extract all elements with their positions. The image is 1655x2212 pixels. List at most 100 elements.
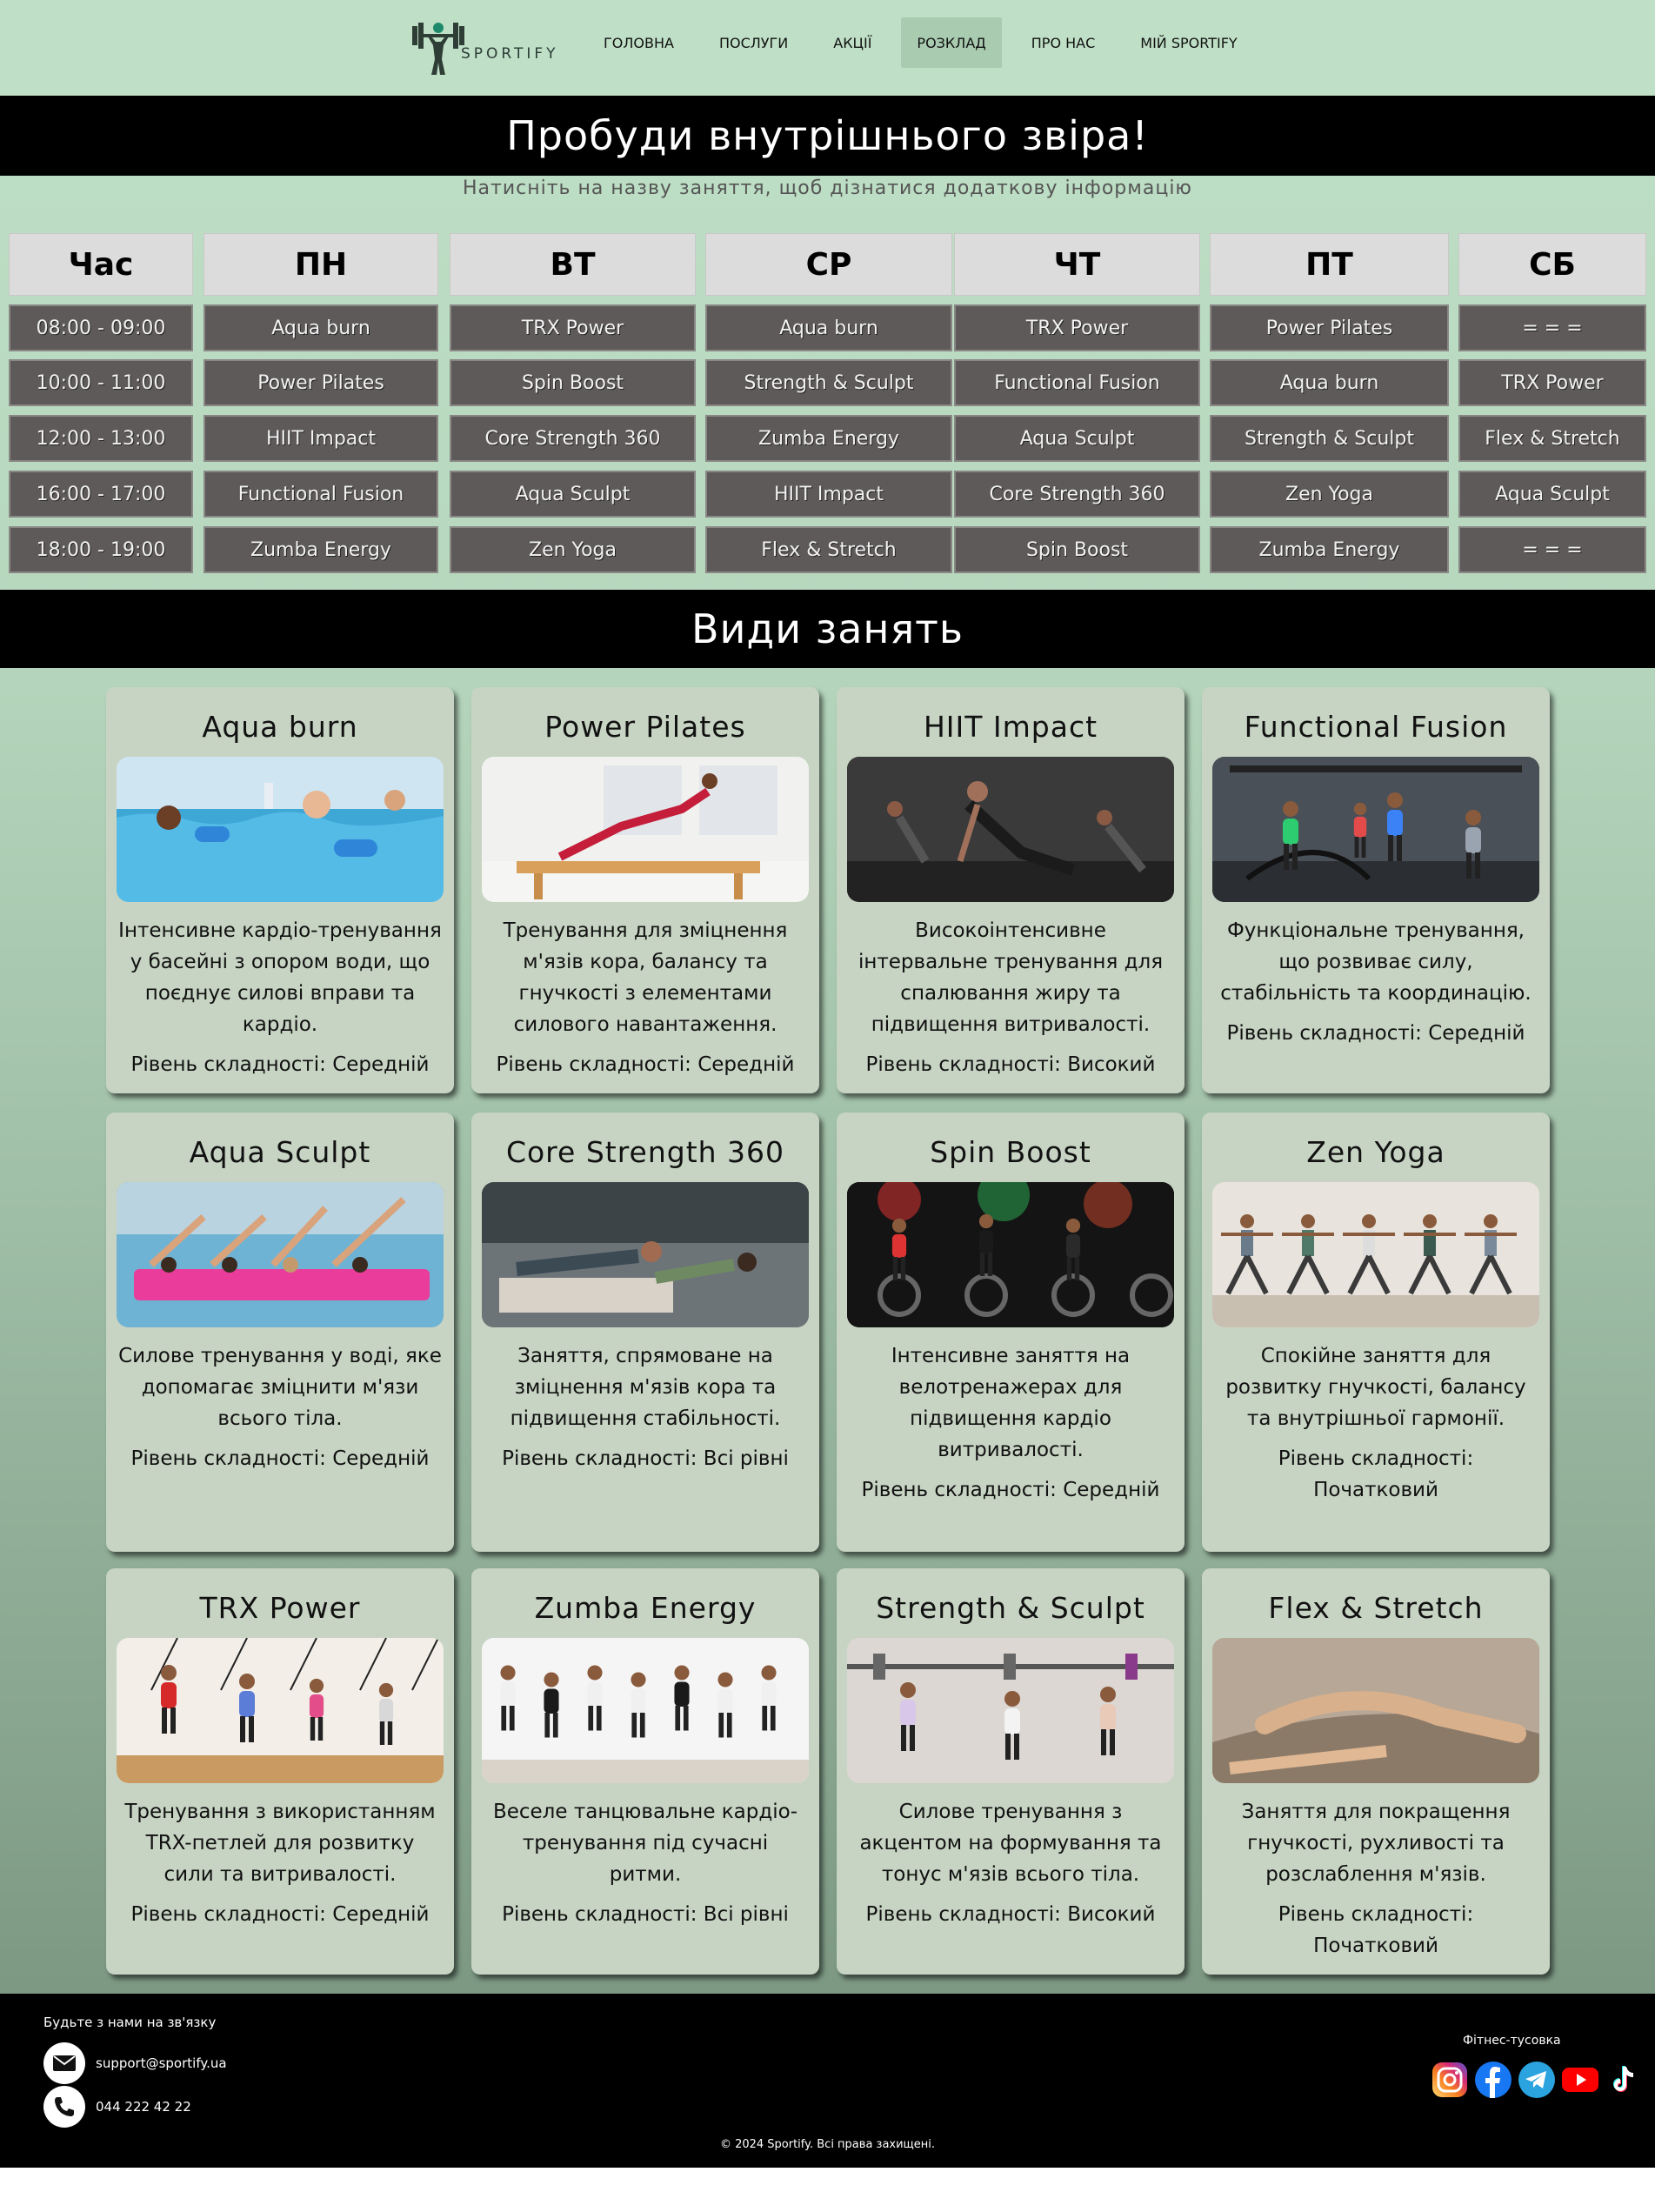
schedule-class[interactable]: = = = <box>1458 304 1646 351</box>
class-card[interactable]: TRX Power Тренування з використанням TRX-… <box>106 1568 454 1975</box>
class-card-title[interactable]: Aqua Sculpt <box>189 1135 371 1169</box>
schedule-table: Час ПН ВТ СР ЧТ ПТ СБ 08:00 - 09:00 Aqua burn TRX… <box>0 226 1655 588</box>
youtube-icon[interactable] <box>1560 2060 1600 2100</box>
class-card-description: Тренування з використанням TRX-петлей дл… <box>118 1796 442 1930</box>
class-card-description-text: Веселе танцювальне кардіо-тренування під… <box>492 1801 798 1886</box>
phone-row[interactable]: 044 222 42 22 <box>43 2086 191 2128</box>
schedule-class[interactable]: Spin Boost <box>954 526 1200 573</box>
nav-item[interactable]: ГОЛОВНА <box>604 34 674 51</box>
class-card-title[interactable]: Strength & Sculpt <box>876 1591 1145 1625</box>
telegram-icon[interactable] <box>1517 2060 1557 2100</box>
schedule-class[interactable]: Zumba Energy <box>705 415 952 462</box>
email-row[interactable]: support@sportify.ua <box>43 2042 227 2084</box>
schedule-class[interactable]: Flex & Stretch <box>1458 415 1646 462</box>
class-card-title[interactable]: Zen Yoga <box>1306 1135 1445 1169</box>
schedule-class[interactable]: Zen Yoga <box>450 526 696 573</box>
class-card-image <box>117 1182 444 1327</box>
copyright: © 2024 Sportify. Всі права захищені. <box>719 2138 936 2151</box>
tiktok-icon[interactable] <box>1604 2060 1644 2100</box>
schedule-class[interactable]: Strength & Sculpt <box>705 359 952 406</box>
schedule-class[interactable]: TRX Power <box>450 304 696 351</box>
class-card-title[interactable]: Functional Fusion <box>1244 710 1508 744</box>
schedule-class[interactable]: = = = <box>1458 526 1646 573</box>
class-card-title[interactable]: Flex & Stretch <box>1268 1591 1484 1625</box>
schedule-class[interactable]: Core Strength 360 <box>450 415 696 462</box>
schedule-class[interactable]: Aqua Sculpt <box>450 471 696 518</box>
schedule-class[interactable]: Aqua burn <box>705 304 952 351</box>
footer: Будьте з нами на зв'язку support@sportif… <box>0 1994 1655 2168</box>
schedule-class[interactable]: Zumba Energy <box>204 526 438 573</box>
class-card-description-text: Заняття для покращення гнучкості, рухлив… <box>1241 1801 1511 1886</box>
schedule-time: 12:00 - 13:00 <box>9 415 193 462</box>
nav-item[interactable]: АКЦІЇ <box>833 34 872 51</box>
nav-item[interactable]: ПОСЛУГИ <box>718 34 789 51</box>
schedule-class[interactable]: Power Pilates <box>204 359 438 406</box>
class-card-level: Рівень складності: Високий <box>865 1903 1156 1926</box>
schedule-class[interactable]: HIIT Impact <box>705 471 952 518</box>
schedule-class[interactable]: HIIT Impact <box>204 415 438 462</box>
schedule-class[interactable]: Aqua burn <box>1210 359 1449 406</box>
class-card[interactable]: Strength & Sculpt Силове тренування з акц… <box>837 1568 1185 1975</box>
class-card-description: Високоінтенсивне інтервальне тренування … <box>849 915 1172 1080</box>
class-card-description-text: Силове тренування з акцентом на формуван… <box>859 1801 1162 1886</box>
schedule-class[interactable]: Spin Boost <box>450 359 696 406</box>
schedule-header: ВТ <box>450 233 696 296</box>
nav-menu: ГОЛОВНА ПОСЛУГИ АКЦІЇ РОЗКЛАД ПРО НАС МІЙ SPO… <box>588 17 1267 68</box>
class-card-level: Рівень складності: Початковий <box>1278 1447 1474 1501</box>
class-card[interactable]: Power Pilates Тренування для зміцнення м'… <box>471 687 819 1093</box>
schedule-class[interactable]: Core Strength 360 <box>954 471 1200 518</box>
class-card[interactable]: Aqua burn Інтенсивне кардіо-тренування у … <box>106 687 454 1093</box>
hero-banner: Пробуди внутрішнього звіра! <box>0 96 1655 176</box>
class-card[interactable]: Aqua Sculpt Силове тренування у воді, яке… <box>106 1113 454 1552</box>
class-card-title[interactable]: Zumba Energy <box>534 1591 757 1625</box>
class-card-title[interactable]: Power Pilates <box>544 710 746 744</box>
class-card-description: Спокійне заняття для розвитку гнучкості,… <box>1214 1340 1538 1506</box>
schedule-class[interactable]: Functional Fusion <box>204 471 438 518</box>
envelope-icon <box>43 2042 85 2084</box>
class-card-description-text: Спокійне заняття для розвитку гнучкості,… <box>1225 1345 1526 1430</box>
nav-item[interactable]: РОЗКЛАД <box>901 17 1002 68</box>
class-card-description-text: Тренування для зміцнення м'язів кора, ба… <box>503 919 788 1036</box>
schedule-class[interactable]: Strength & Sculpt <box>1210 415 1449 462</box>
schedule-class[interactable]: Zumba Energy <box>1210 526 1449 573</box>
class-card[interactable]: Spin Boost Інтенсивне заняття на велотрен… <box>837 1113 1185 1552</box>
sportify-logo[interactable]: SPORTIFY <box>412 19 569 77</box>
class-card-title[interactable]: HIIT Impact <box>923 710 1098 744</box>
schedule-class[interactable]: TRX Power <box>1458 359 1646 406</box>
class-card-level: Рівень складності: Середній <box>1226 1022 1525 1045</box>
class-card-image <box>847 1182 1174 1327</box>
class-card[interactable]: Zumba Energy Веселе танцювальне кардіо-тр… <box>471 1568 819 1975</box>
schedule-class[interactable]: Aqua Sculpt <box>1458 471 1646 518</box>
class-card-title[interactable]: Core Strength 360 <box>505 1135 785 1169</box>
class-card[interactable]: Functional Fusion Функціональне тренуванн… <box>1202 687 1550 1093</box>
schedule-class[interactable]: Flex & Stretch <box>705 526 952 573</box>
schedule-class[interactable]: Functional Fusion <box>954 359 1200 406</box>
class-card-title[interactable]: Spin Boost <box>930 1135 1091 1169</box>
hero-subtitle: Натисніть на назву заняття, щоб дізнатис… <box>463 177 1192 199</box>
class-card[interactable]: Flex & Stretch Заняття для покращення гну… <box>1202 1568 1550 1975</box>
nav-item[interactable]: ПРО НАС <box>1031 34 1096 51</box>
schedule-header: Час <box>9 233 193 296</box>
class-card[interactable]: HIIT Impact Високоінтенсивне інтервальне … <box>837 687 1185 1093</box>
class-card-description-text: Силове тренування у воді, яке допомагає … <box>118 1345 442 1430</box>
class-card-description-text: Інтенсивне заняття на велотренажерах для… <box>891 1345 1131 1461</box>
instagram-icon[interactable] <box>1430 2060 1470 2100</box>
class-card-image <box>1212 1182 1539 1327</box>
class-card[interactable]: Core Strength 360 Заняття, спрямоване на … <box>471 1113 819 1552</box>
class-card-title[interactable]: Aqua burn <box>202 710 358 744</box>
schedule-class[interactable]: Power Pilates <box>1210 304 1449 351</box>
class-card[interactable]: Zen Yoga Спокійне заняття для розвитку гн… <box>1202 1113 1550 1552</box>
hero-title: Пробуди внутрішнього звіра! <box>506 112 1149 159</box>
support-phone[interactable]: 044 222 42 22 <box>96 2099 191 2115</box>
weightlifter-icon <box>412 23 464 75</box>
nav-item[interactable]: МІЙ SPORTIFY <box>1140 34 1238 51</box>
schedule-class[interactable]: Zen Yoga <box>1210 471 1449 518</box>
schedule-class[interactable]: Aqua Sculpt <box>954 415 1200 462</box>
schedule-class[interactable]: Aqua burn <box>204 304 438 351</box>
facebook-icon[interactable] <box>1473 2060 1513 2100</box>
support-email[interactable]: support@sportify.ua <box>96 2055 227 2071</box>
schedule-class[interactable]: TRX Power <box>954 304 1200 351</box>
class-card-title[interactable]: TRX Power <box>199 1591 361 1625</box>
page-bottom <box>0 2168 1655 2212</box>
class-card-description: Заняття, спрямоване на зміцнення м'язів … <box>484 1340 807 1474</box>
